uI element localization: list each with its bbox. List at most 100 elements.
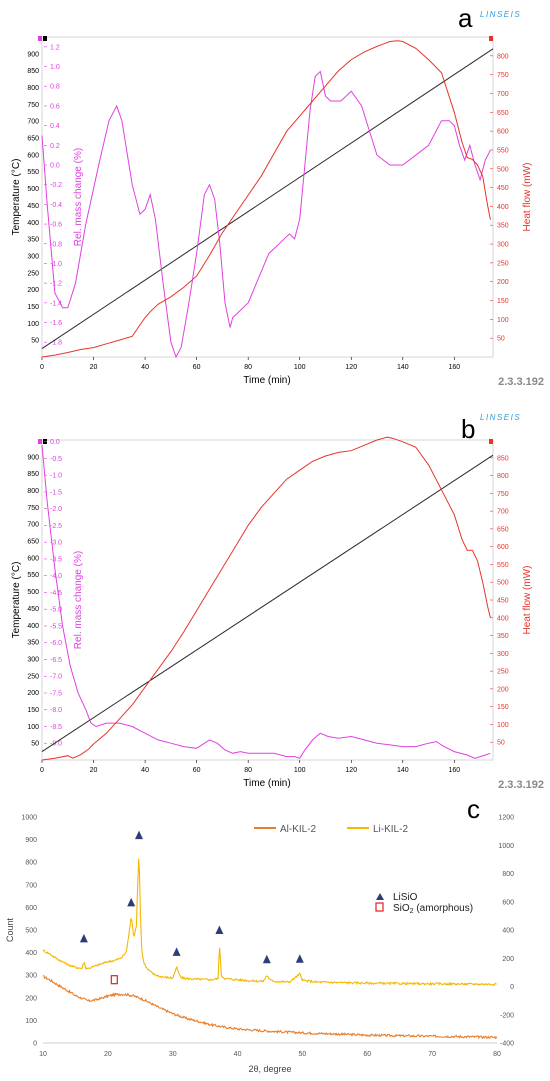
- y2-tick-label: 800: [502, 871, 514, 878]
- lisio-peak-marker: [172, 947, 181, 956]
- mass-tick-label: -3.0: [50, 540, 62, 547]
- mass-tick-label: -4.5: [50, 590, 62, 597]
- temperature-tick-label: 500: [27, 589, 39, 596]
- mass-curve: [41, 444, 491, 759]
- panel-a-temp-axis-marker: [43, 36, 47, 41]
- temperature-tick-label: 850: [27, 68, 39, 75]
- y-tick-label: 600: [25, 905, 37, 912]
- lisio-peak-marker: [127, 897, 136, 907]
- mass-tick-label: -2.0: [50, 506, 62, 513]
- heat-tick-label: 250: [497, 669, 509, 676]
- mass-tick-label: -9.0: [50, 741, 62, 748]
- mass-curve: [41, 70, 491, 359]
- heat-tick-label: 300: [497, 242, 509, 249]
- mass-tick-label: -8.0: [50, 707, 62, 714]
- legend-label-al-kil-2: Al-KIL-2: [280, 824, 317, 835]
- temperature-tick-label: 450: [27, 203, 39, 210]
- temperature-tick-label: 900: [27, 454, 39, 461]
- x-tick-label: 0: [40, 364, 44, 371]
- panel-a-mass-axis-marker: [38, 36, 42, 41]
- temperature-tick-label: 200: [27, 690, 39, 697]
- mass-tick-label: 0.4: [50, 123, 60, 130]
- triangle-marker-icon: [376, 893, 384, 900]
- panel-a-tga-dsc-chart: a LINSEIS 2.3.3.192 Time (min) Temperatu…: [11, 3, 544, 388]
- temperature-tick-label: 50: [31, 741, 39, 748]
- mass-tick-label: -7.0: [50, 674, 62, 681]
- heat-tick-label: 700: [497, 509, 509, 516]
- panel-b-heat-label: Heat flow (mW): [522, 566, 533, 635]
- y2-tick-label: 600: [502, 899, 514, 906]
- temperature-tick-label: 700: [27, 119, 39, 126]
- temperature-tick-label: 250: [27, 673, 39, 680]
- x-tick-label: 100: [294, 767, 306, 774]
- mass-tick-label: -3.5: [50, 556, 62, 563]
- panel-c-xrd-chart: c 2θ, degree Count Al-KIL-2 Li-KIL-2 LiS…: [5, 794, 514, 1074]
- temperature-tick-label: 600: [27, 555, 39, 562]
- x-tick-label: 120: [345, 767, 357, 774]
- panel-b-brand-logo: LINSEIS: [480, 413, 521, 422]
- panel-a-plot-frame: [41, 36, 494, 358]
- y2-tick-label: 200: [502, 956, 514, 963]
- temperature-tick-label: 800: [27, 85, 39, 92]
- mass-tick-label: 0.6: [50, 103, 60, 110]
- temperature-tick-label: 650: [27, 136, 39, 143]
- panel-b-plot-frame: [41, 439, 494, 761]
- heat-tick-label: 800: [497, 473, 509, 480]
- temperature-tick-label: 50: [31, 338, 39, 345]
- panel-b-version: 2.3.3.192: [498, 779, 544, 791]
- temperature-tick-label: 150: [27, 707, 39, 714]
- x-tick-label: 120: [345, 364, 357, 371]
- y2-tick-label: -200: [500, 1012, 514, 1019]
- mass-tick-label: -1.0: [50, 473, 62, 480]
- mass-tick-label: -8.5: [50, 724, 62, 731]
- heat-tick-label: 50: [497, 740, 505, 747]
- xrd-pattern-li-kil-2: [42, 858, 497, 987]
- x-tick-label: 140: [397, 767, 409, 774]
- lisio-peak-marker: [295, 954, 304, 963]
- temperature-tick-label: 850: [27, 471, 39, 478]
- y-tick-label: 900: [25, 837, 37, 844]
- y-tick-label: 300: [25, 973, 37, 980]
- heat-tick-label: 450: [497, 598, 509, 605]
- x-tick-label: 70: [428, 1051, 436, 1058]
- temperature-tick-label: 600: [27, 152, 39, 159]
- mass-tick-label: 1.2: [50, 44, 60, 51]
- x-tick-label: 40: [234, 1051, 242, 1058]
- y-tick-label: 400: [25, 950, 37, 957]
- temperature-tick-label: 550: [27, 169, 39, 176]
- heat-tick-label: 350: [497, 223, 509, 230]
- panel-b-xlabel: Time (min): [243, 778, 290, 789]
- panel-b-mass-label: Rel. mass change (%): [73, 551, 84, 649]
- panel-b-temp-label: Temperature (°C): [11, 562, 22, 639]
- x-tick-label: 160: [448, 767, 460, 774]
- mass-tick-label: -5.5: [50, 623, 62, 630]
- heat-tick-label: 750: [497, 491, 509, 498]
- panel-b-letter: b: [461, 414, 475, 444]
- mass-tick-label: -1.0: [50, 261, 62, 268]
- temperature-tick-label: 100: [27, 321, 39, 328]
- mass-tick-label: 0.2: [50, 143, 60, 150]
- mass-tick-label: -0.4: [50, 202, 62, 209]
- temperature-tick-label: 750: [27, 505, 39, 512]
- heat-tick-label: 150: [497, 704, 509, 711]
- heat-curve: [41, 436, 491, 761]
- x-tick-label: 80: [244, 767, 252, 774]
- temperature-tick-label: 500: [27, 186, 39, 193]
- temperature-tick-label: 300: [27, 656, 39, 663]
- mass-tick-label: -2.5: [50, 523, 62, 530]
- mass-tick-label: -1.2: [50, 281, 62, 288]
- panel-b-tga-dsc-chart: b LINSEIS 2.3.3.192 Time (min) Temperatu…: [11, 413, 544, 791]
- temperature-tick-label: 650: [27, 539, 39, 546]
- heat-tick-label: 150: [497, 298, 509, 305]
- x-tick-label: 20: [104, 1051, 112, 1058]
- x-tick-label: 60: [193, 767, 201, 774]
- heat-tick-label: 100: [497, 722, 509, 729]
- x-tick-label: 20: [90, 364, 98, 371]
- x-tick-label: 30: [169, 1051, 177, 1058]
- sio2-amorphous-marker: [110, 975, 118, 985]
- panel-a-mass-label: Rel. mass change (%): [73, 148, 84, 246]
- temperature-tick-label: 250: [27, 270, 39, 277]
- lisio-peak-marker: [79, 933, 88, 943]
- x-tick-label: 160: [448, 364, 460, 371]
- y2-tick-label: 1200: [498, 815, 514, 822]
